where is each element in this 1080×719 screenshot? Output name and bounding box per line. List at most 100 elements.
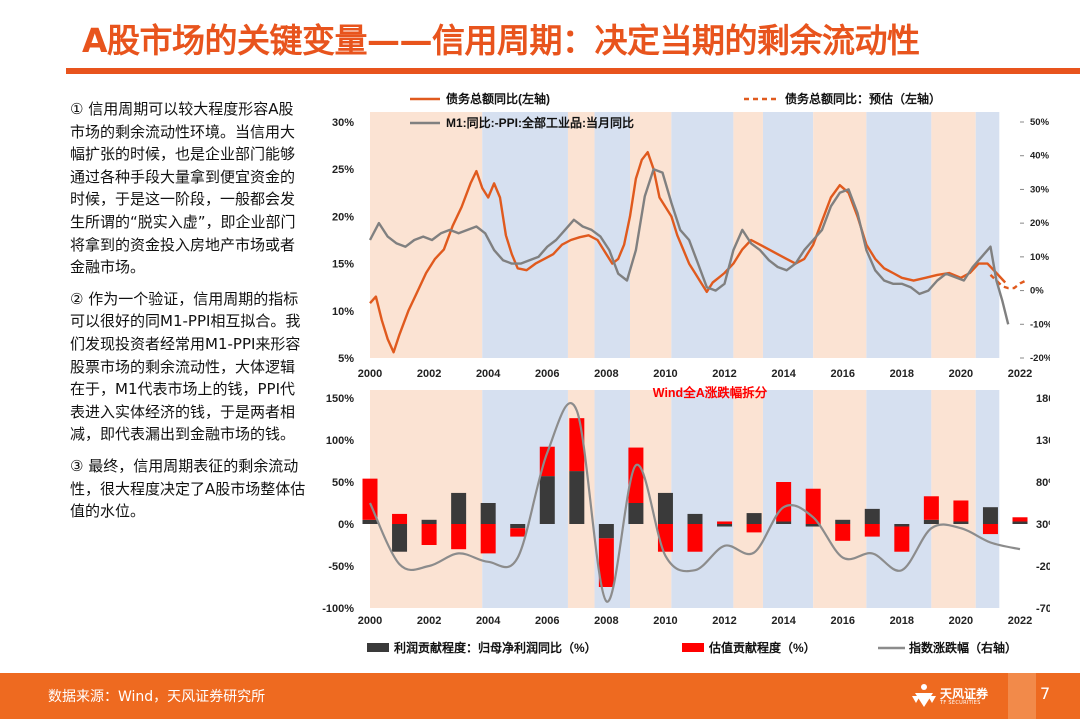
x-axis-tick: 2008: [594, 368, 618, 380]
valuation-bar: [480, 524, 496, 554]
page-number: 7: [1040, 684, 1051, 703]
footer-bar: 数据来源：Wind，天风证券研究所 天风证券 TF SECURITIES: [0, 673, 1080, 719]
right-axis-tick: 40%: [1030, 151, 1050, 162]
profit-bar: [392, 524, 408, 552]
shaded-period-lower-8: [813, 390, 867, 608]
x-axis-tick: 2020: [949, 615, 973, 627]
legend-label-index: 指数涨跌幅（右轴）: [909, 640, 1017, 655]
right-axis-tick: 30%: [1030, 184, 1050, 195]
profit-bar: [746, 513, 762, 524]
shaded-period-lower-11: [975, 390, 1000, 608]
left-axis-tick: 25%: [332, 164, 354, 176]
shaded-period-7: [762, 112, 814, 358]
left-axis-tick: 50%: [332, 477, 354, 489]
valuation-bar: [539, 446, 555, 477]
logo-subtitle: TF SECURITIES: [940, 700, 981, 706]
profit-bar: [717, 524, 733, 527]
profit-bar: [510, 524, 526, 529]
valuation-bar: [510, 528, 526, 537]
valuation-bar: [776, 482, 792, 522]
x-axis-tick: 2012: [712, 368, 736, 380]
profit-bar: [835, 519, 851, 524]
credit-cycle-line-chart: 30% 25% 20% 15% 10% 5% 50% 40% 30% 20% 10% 0% -10% -2…: [332, 91, 1050, 380]
profit-bar: [953, 521, 969, 524]
valuation-bar: [953, 500, 969, 522]
commentary-text: ① 信用周期可以较大程度形容A股市场的剩余流动性环境。当信用大幅扩张的时候，也是…: [70, 98, 306, 532]
profit-bar: [1012, 521, 1028, 524]
right-axis-tick: 50%: [1030, 117, 1050, 128]
commentary-paragraph-3: ③ 最终，信用周期表征的剩余流动性，很大程度决定了A股市场整体估值的水位。: [70, 456, 306, 521]
x-axis-tick: 2004: [476, 615, 501, 627]
x-axis-tick: 2000: [358, 368, 382, 380]
x-axis-tick: 2022: [1008, 615, 1032, 627]
valuation-bar: [746, 524, 762, 533]
right-axis-tick: 20%: [1030, 218, 1050, 229]
line-series-0: [369, 150, 1007, 354]
x-axis-tick: 2014: [771, 368, 796, 380]
legend-label-forecast: 债务总额同比：预估（左轴）: [785, 91, 941, 106]
valuation-bar: [392, 513, 408, 524]
left-axis-tick: 15%: [332, 259, 354, 271]
right-axis-tick: 10%: [1030, 252, 1050, 263]
index-change-line: [369, 401, 1021, 603]
x-axis-tick: 2018: [890, 368, 914, 380]
x-axis-tick: 2000: [358, 615, 382, 627]
x-axis-tick: 2012: [712, 615, 736, 627]
profit-bar: [628, 503, 644, 524]
profit-bar: [539, 476, 555, 524]
valuation-bar: [451, 524, 467, 550]
x-axis-tick: 2010: [653, 368, 677, 380]
x-axis-tick: 2004: [476, 368, 501, 380]
page-title: A股市场的关键变量——信用周期：决定当期的剩余流动性: [82, 21, 920, 60]
profit-bar: [687, 513, 703, 524]
profit-bar: [894, 524, 910, 527]
right-axis-tick: -20%: [1030, 353, 1050, 364]
valuation-bar: [923, 496, 939, 520]
shaded-period-lower-9: [866, 390, 932, 608]
profit-bar: [864, 508, 880, 524]
right-axis-tick: 0%: [1030, 286, 1044, 297]
bar-chart-title: Wind全A涨跌幅拆分: [653, 385, 768, 400]
legend-label-debt: 债务总额同比(左轴): [446, 91, 550, 106]
valuation-bar: [598, 538, 614, 587]
left-axis-tick: 10%: [332, 306, 354, 318]
right-axis-tick: 130%: [1036, 435, 1050, 447]
commentary-paragraph-1: ① 信用周期可以较大程度形容A股市场的剩余流动性环境。当信用大幅扩张的时候，也是…: [70, 100, 296, 277]
valuation-bar: [982, 524, 998, 535]
left-axis-tick: -50%: [328, 561, 354, 573]
profit-bar: [598, 524, 614, 539]
profit-bar: [923, 519, 939, 524]
left-axis-tick: 5%: [338, 353, 354, 365]
left-axis-tick: 20%: [332, 211, 354, 223]
shaded-period-lower-5: [671, 390, 734, 608]
company-logo: 天风证券 TF SECURITIES: [912, 681, 1002, 713]
x-axis-tick: 2016: [830, 368, 854, 380]
profit-bar: [569, 471, 585, 524]
logo-name: 天风证券: [940, 687, 989, 701]
left-axis-tick: -100%: [322, 603, 354, 615]
profit-bar: [451, 492, 467, 524]
shaded-period-9: [866, 112, 932, 358]
profit-bar: [805, 524, 821, 527]
shaded-period-3: [594, 112, 630, 358]
legend-label-profit: 利润贡献程度：归母净利润同比（%）: [394, 640, 597, 655]
x-axis-tick: 2002: [417, 615, 441, 627]
right-axis-tick: -20%: [1036, 561, 1050, 573]
line-series-1: [989, 274, 1027, 290]
shaded-period-lower-6: [733, 390, 763, 608]
x-axis-tick: 2006: [535, 615, 559, 627]
x-axis-tick: 2018: [890, 615, 914, 627]
valuation-bar: [687, 524, 703, 552]
shaded-period-4: [630, 112, 672, 358]
x-axis-tick: 2020: [949, 368, 973, 380]
valuation-bar: [1012, 517, 1028, 522]
shaded-period-0: [370, 112, 483, 358]
x-axis-tick: 2006: [535, 368, 559, 380]
wind-index-bar-chart: Wind全A涨跌幅拆分 150% 100% 50% 0% -50% -100% 180% 130…: [322, 385, 1050, 655]
left-axis-tick: 100%: [326, 435, 354, 447]
right-axis-tick: 30%: [1036, 519, 1050, 531]
profit-bar: [657, 492, 673, 524]
profit-bar: [982, 507, 998, 524]
commentary-paragraph-2: ② 作为一个验证，信用周期的指标可以很好的同M1-PPI相互拟合。我们发现投资者…: [70, 289, 301, 444]
legend-swatch-profit: [367, 643, 389, 652]
